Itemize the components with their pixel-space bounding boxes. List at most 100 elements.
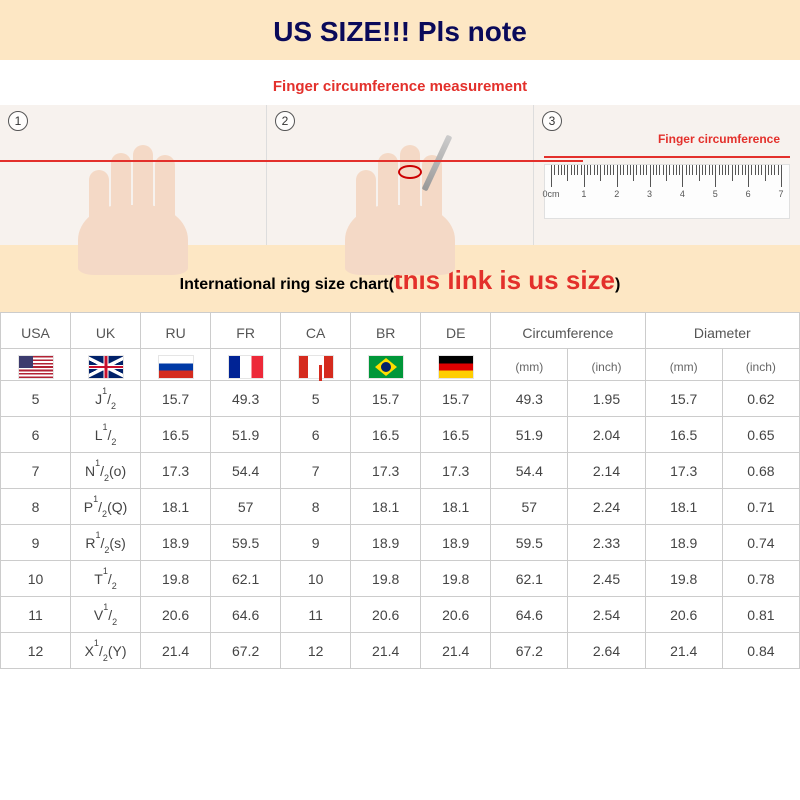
table-cell: 15.7	[645, 381, 722, 417]
table-cell: 1.95	[568, 381, 645, 417]
flag-ca-icon	[299, 356, 333, 378]
step-number: 1	[8, 111, 28, 131]
ruler-body: 0cm1234567	[544, 164, 790, 219]
banner-title: US SIZE!!! Pls note	[0, 16, 800, 48]
table-row: 7N1/2(o)17.354.4717.317.354.42.1417.30.6…	[1, 453, 800, 489]
unit-header: (mm)	[491, 349, 568, 381]
flag-cell	[281, 349, 351, 381]
table-cell: 18.9	[421, 525, 491, 561]
table-cell: 0.62	[722, 381, 799, 417]
table-cell: 16.5	[141, 417, 211, 453]
table-cell: 59.5	[491, 525, 568, 561]
table-row: 10T1/219.862.11019.819.862.12.4519.80.78	[1, 561, 800, 597]
table-cell: 10	[281, 561, 351, 597]
table-cell: 2.04	[568, 417, 645, 453]
table-cell: 18.1	[421, 489, 491, 525]
flag-fr-icon	[229, 356, 263, 378]
table-cell: 19.8	[645, 561, 722, 597]
table-cell: 21.4	[141, 633, 211, 669]
col-header: DE	[421, 313, 491, 349]
table-cell: 2.24	[568, 489, 645, 525]
measurement-steps: 1 2 3 Finger circumference 0cm1234567	[0, 105, 800, 245]
flag-usa-icon	[19, 356, 53, 378]
table-cell: T1/2	[71, 561, 141, 597]
table-cell: 11	[281, 597, 351, 633]
step-3: 3 Finger circumference 0cm1234567	[533, 105, 800, 245]
flag-cell	[421, 349, 491, 381]
table-cell: 19.8	[351, 561, 421, 597]
table-cell: J1/2	[71, 381, 141, 417]
flag-cell	[211, 349, 281, 381]
table-cell: 0.71	[722, 489, 799, 525]
chart-title-prefix: International ring size chart(	[180, 276, 394, 293]
table-row: 8P1/2(Q)18.157818.118.1572.2418.10.71	[1, 489, 800, 525]
col-header: CA	[281, 313, 351, 349]
measurement-subtitle: Finger circumference measurement	[0, 60, 800, 105]
hand-illustration	[320, 125, 480, 245]
table-cell: 6	[281, 417, 351, 453]
table-cell: 18.1	[141, 489, 211, 525]
table-cell: 49.3	[211, 381, 281, 417]
table-cell: 0.84	[722, 633, 799, 669]
table-cell: 62.1	[211, 561, 281, 597]
flag-de-icon	[439, 356, 473, 378]
unit-header: (mm)	[645, 349, 722, 381]
table-cell: 54.4	[491, 453, 568, 489]
step-1: 1	[0, 105, 266, 245]
table-cell: 16.5	[351, 417, 421, 453]
table-cell: L1/2	[71, 417, 141, 453]
table-row: 6L1/216.551.9616.516.551.92.0416.50.65	[1, 417, 800, 453]
table-cell: 8	[281, 489, 351, 525]
table-cell: 51.9	[491, 417, 568, 453]
step-number: 3	[542, 111, 562, 131]
unit-header: (inch)	[568, 349, 645, 381]
table-cell: R1/2(s)	[71, 525, 141, 561]
table-cell: 17.3	[141, 453, 211, 489]
table-cell: 18.9	[141, 525, 211, 561]
table-cell: 9	[1, 525, 71, 561]
col-header: RU	[141, 313, 211, 349]
table-cell: 15.7	[421, 381, 491, 417]
flag-cell	[1, 349, 71, 381]
flag-cell	[71, 349, 141, 381]
col-header: UK	[71, 313, 141, 349]
table-cell: 67.2	[211, 633, 281, 669]
table-cell: 16.5	[645, 417, 722, 453]
table-cell: 20.6	[645, 597, 722, 633]
unit-header: (inch)	[722, 349, 799, 381]
table-cell: 5	[1, 381, 71, 417]
flag-cell	[141, 349, 211, 381]
red-thread-line	[544, 156, 790, 158]
table-cell: 64.6	[211, 597, 281, 633]
size-guide: US SIZE!!! Pls note Finger circumference…	[0, 0, 800, 669]
table-cell: 18.9	[351, 525, 421, 561]
table-cell: 2.14	[568, 453, 645, 489]
col-header-group: Diameter	[645, 313, 799, 349]
chart-title-suffix: )	[615, 276, 620, 293]
flag-br-icon	[369, 356, 403, 378]
table-cell: 15.7	[351, 381, 421, 417]
table-cell: 18.1	[645, 489, 722, 525]
table-cell: 21.4	[645, 633, 722, 669]
table-cell: 49.3	[491, 381, 568, 417]
table-cell: 0.65	[722, 417, 799, 453]
table-cell: 51.9	[211, 417, 281, 453]
table-cell: 18.9	[645, 525, 722, 561]
table-cell: 17.3	[421, 453, 491, 489]
table-cell: 67.2	[491, 633, 568, 669]
table-cell: 9	[281, 525, 351, 561]
table-cell: 0.81	[722, 597, 799, 633]
col-header-group: Circumference	[491, 313, 645, 349]
table-cell: N1/2(o)	[71, 453, 141, 489]
table-cell: 0.78	[722, 561, 799, 597]
table-cell: 20.6	[351, 597, 421, 633]
step-2: 2	[266, 105, 533, 245]
table-cell: 12	[1, 633, 71, 669]
step-number: 2	[275, 111, 295, 131]
hand-illustration	[53, 125, 213, 245]
table-cell: 18.1	[351, 489, 421, 525]
header-row: USA UK RU FR CA BR DE Circumference Diam…	[1, 313, 800, 349]
ruler-illustration: Finger circumference 0cm1234567	[544, 160, 790, 225]
table-cell: 59.5	[211, 525, 281, 561]
table-row: 5J1/215.749.3515.715.749.31.9515.70.62	[1, 381, 800, 417]
